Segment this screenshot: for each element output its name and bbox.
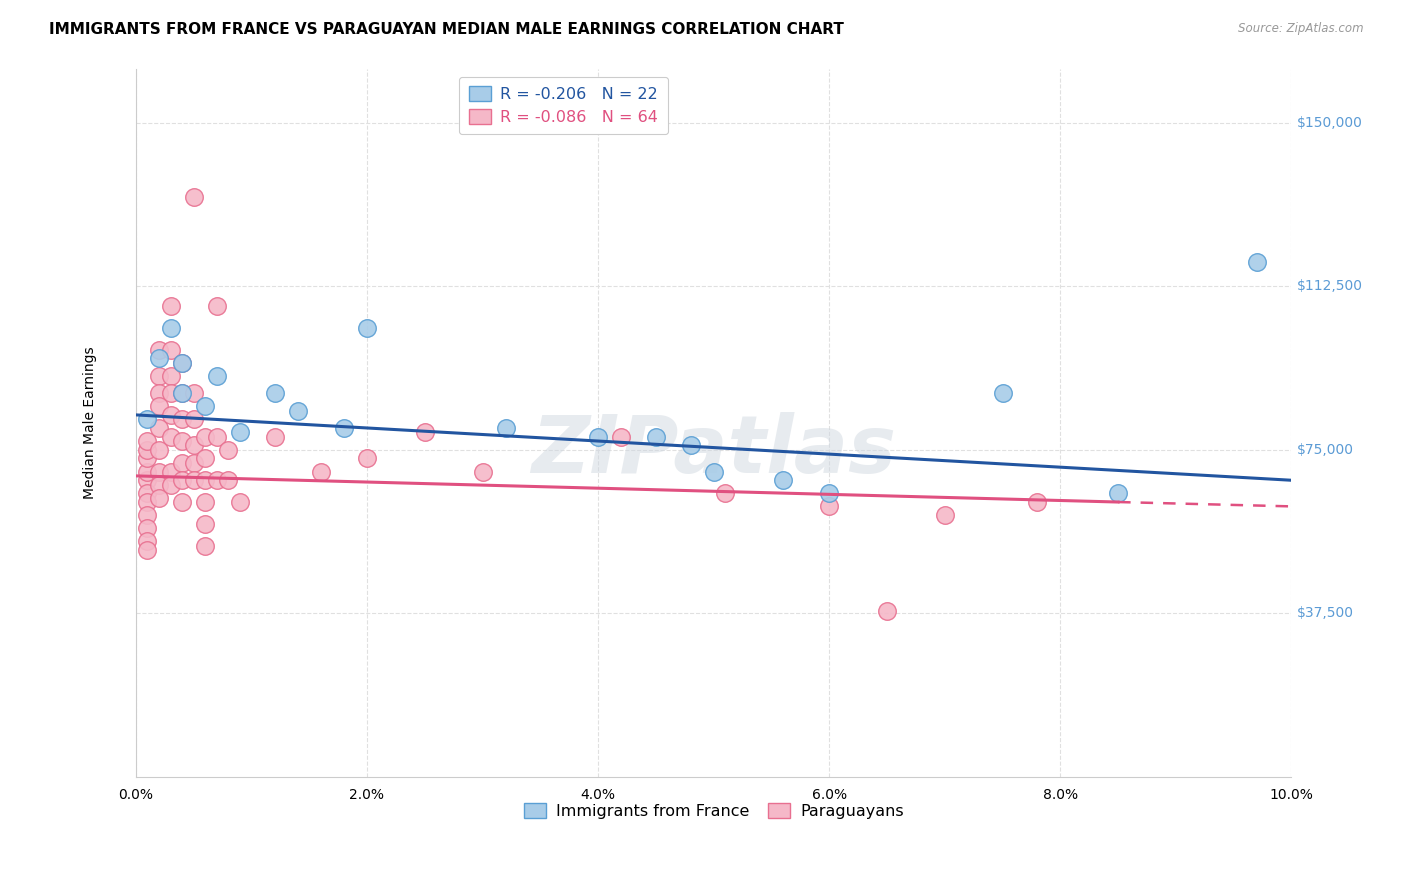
Point (159, 343, 181, 357)
Point (194, 399, 217, 413)
Point (205, 473, 228, 487)
Point (356, 451, 378, 466)
Point (183, 438, 205, 452)
Point (934, 508, 956, 522)
Point (1107, 486, 1129, 500)
Point (309, 465, 332, 479)
Point (136, 534, 159, 549)
Point (148, 351, 170, 366)
Point (183, 190, 205, 204)
Point (991, 386, 1014, 401)
Point (413, 425, 436, 440)
Text: $150,000: $150,000 (1298, 116, 1362, 130)
Point (136, 465, 159, 479)
Point (183, 386, 205, 401)
Point (148, 477, 170, 491)
Point (217, 442, 239, 457)
Point (136, 434, 159, 448)
Point (818, 500, 841, 514)
Point (287, 403, 309, 417)
Point (172, 386, 194, 401)
Point (714, 486, 737, 500)
Point (194, 430, 217, 444)
Point (159, 477, 181, 491)
Point (194, 451, 217, 466)
Legend: Immigrants from France, Paraguayans: Immigrants from France, Paraguayans (517, 797, 910, 825)
Point (229, 425, 252, 440)
Point (136, 442, 159, 457)
Point (194, 473, 217, 487)
Point (159, 320, 181, 334)
Point (159, 386, 181, 401)
Point (205, 368, 228, 383)
Point (159, 368, 181, 383)
Text: IMMIGRANTS FROM FRANCE VS PARAGUAYAN MEDIAN MALE EARNINGS CORRELATION CHART: IMMIGRANTS FROM FRANCE VS PARAGUAYAN MED… (49, 22, 844, 37)
Point (1246, 255, 1268, 269)
Text: Median Male Earnings: Median Male Earnings (83, 346, 97, 499)
Point (172, 495, 194, 509)
Point (136, 451, 159, 466)
Text: $75,000: $75,000 (1298, 442, 1354, 457)
Point (136, 412, 159, 426)
Point (148, 399, 170, 413)
Point (194, 539, 217, 553)
Point (495, 421, 517, 435)
Point (148, 386, 170, 401)
Point (172, 386, 194, 401)
Point (172, 356, 194, 370)
Point (136, 495, 159, 509)
Point (183, 473, 205, 487)
Point (148, 491, 170, 505)
Point (333, 421, 356, 435)
Text: $112,500: $112,500 (1298, 279, 1364, 293)
Text: Source: ZipAtlas.com: Source: ZipAtlas.com (1239, 22, 1364, 36)
Text: $37,500: $37,500 (1298, 607, 1354, 620)
Point (263, 430, 285, 444)
Point (772, 473, 794, 487)
Point (818, 486, 841, 500)
Point (471, 465, 494, 479)
Point (205, 299, 228, 313)
Point (148, 343, 170, 357)
Point (136, 473, 159, 487)
Point (136, 508, 159, 522)
Point (679, 438, 702, 452)
Point (205, 430, 228, 444)
Point (876, 604, 898, 618)
Point (172, 473, 194, 487)
Point (172, 456, 194, 470)
Text: ZIPatlas: ZIPatlas (531, 412, 896, 490)
Point (148, 442, 170, 457)
Point (136, 543, 159, 558)
Point (1026, 495, 1049, 509)
Point (159, 299, 181, 313)
Point (148, 368, 170, 383)
Point (159, 430, 181, 444)
Point (229, 495, 252, 509)
Point (183, 412, 205, 426)
Point (172, 356, 194, 370)
Point (586, 430, 609, 444)
Point (159, 465, 181, 479)
Point (356, 320, 378, 334)
Point (703, 465, 725, 479)
Point (263, 386, 285, 401)
Point (159, 408, 181, 422)
Point (194, 495, 217, 509)
Point (136, 486, 159, 500)
Point (644, 430, 666, 444)
Point (194, 516, 217, 531)
Point (610, 430, 633, 444)
Point (136, 521, 159, 535)
Point (172, 412, 194, 426)
Point (148, 421, 170, 435)
Point (172, 434, 194, 448)
Point (183, 456, 205, 470)
Point (148, 465, 170, 479)
Point (217, 473, 239, 487)
